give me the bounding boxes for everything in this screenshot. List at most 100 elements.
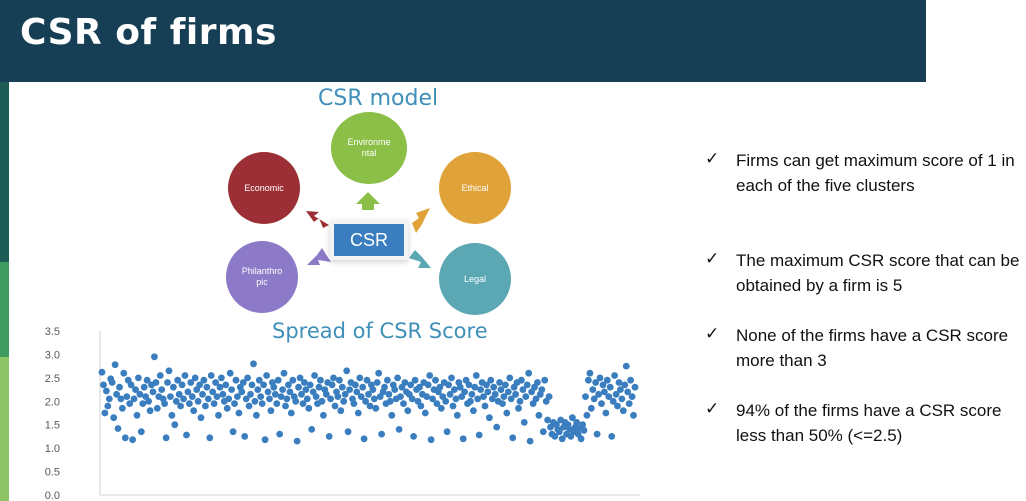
bullet-text: 94% of the firms have a CSR score less t… [736, 401, 1002, 445]
scatter-point [520, 419, 528, 426]
scatter-point [598, 400, 605, 407]
chart-title: Spread of CSR Score [272, 319, 488, 343]
scatter-point [219, 390, 227, 398]
scatter-point [544, 416, 551, 424]
scatter-point [171, 421, 179, 429]
scatter-point [608, 433, 616, 440]
scatter-point [446, 390, 454, 398]
scatter-point [356, 374, 364, 382]
scatter-point [235, 409, 243, 417]
scatter-point [177, 402, 185, 410]
scatter-point [373, 379, 381, 386]
scatter-point [162, 434, 170, 442]
scatter-point [311, 372, 318, 379]
scatter-point [590, 395, 598, 403]
scatter-point [445, 381, 452, 389]
scatter-point [350, 400, 358, 407]
scatter-point [577, 435, 585, 443]
scatter-point [260, 381, 267, 389]
scatter-point [539, 428, 547, 436]
scatter-point [168, 411, 176, 419]
scatter-point [589, 386, 597, 393]
scatter-point [499, 400, 506, 407]
scatter-point [624, 388, 632, 396]
scatter-point [432, 376, 439, 384]
scatter-point [456, 383, 464, 391]
scatter-point [410, 433, 417, 440]
scatter-point [127, 381, 135, 389]
scatter-point [357, 393, 365, 400]
scatter-point [100, 381, 107, 389]
scatter-point [196, 381, 204, 389]
scatter-point [475, 431, 483, 439]
scatter-point [143, 376, 151, 384]
scatter-point [238, 388, 246, 396]
scatter-point [132, 386, 139, 393]
scatter-point [437, 404, 445, 412]
cluster-philanthropic: Philanthro pic [226, 241, 298, 313]
scatter-point [451, 386, 458, 393]
scatter-point [121, 434, 129, 442]
scatter-point [582, 393, 589, 400]
scatter-point [525, 369, 533, 377]
scatter-point [395, 426, 403, 433]
scatter-point [325, 433, 333, 440]
scatter-point [270, 383, 278, 391]
scatter-point [381, 383, 388, 391]
scatter-point [218, 374, 225, 382]
scatter-point [500, 393, 508, 400]
scatter-point [298, 390, 305, 398]
scatter-point [375, 369, 383, 377]
scatter-point [119, 404, 126, 412]
scatter-point [273, 400, 281, 407]
cluster-economic: Economic [228, 152, 300, 224]
scatter-point [215, 411, 222, 419]
checkmark-icon: ✓ [705, 249, 720, 269]
bullet-item: ✓ Firms can get maximum score of 1 in ea… [705, 148, 1025, 198]
scatter-point [114, 425, 122, 432]
y-tick-label: 3.0 [45, 349, 60, 361]
scatter-point [579, 421, 586, 429]
scatter-point [628, 393, 636, 400]
scatter-point [506, 374, 514, 382]
scatter-point [213, 393, 221, 400]
scatter-point [103, 387, 110, 395]
scatter-point [551, 433, 559, 440]
cluster-ethical-label: Ethical [461, 182, 489, 193]
scatter-point [293, 437, 301, 445]
scatter-point [354, 409, 362, 417]
scatter-point [340, 397, 348, 405]
scatter-point [586, 369, 594, 377]
scatter-point [593, 430, 601, 438]
scatter-point [156, 372, 164, 379]
scatter-point [212, 379, 220, 386]
scatter-point [615, 379, 623, 386]
scatter-point [433, 400, 441, 407]
scatter-point [146, 407, 154, 415]
scatter-point [515, 404, 522, 412]
scatter-point [108, 379, 116, 386]
scatter-point [271, 390, 279, 398]
y-tick-label: 2.5 [45, 373, 60, 385]
scatter-point [105, 395, 113, 403]
scatter-point [258, 400, 266, 407]
scatter-point [385, 390, 393, 398]
bullet-item: ✓ 94% of the firms have a CSR score less… [705, 398, 1025, 448]
bullet-item: ✓ The maximum CSR score that can be obta… [705, 248, 1025, 298]
scatter-point [139, 400, 147, 407]
y-tick-label: 1.0 [45, 443, 60, 455]
scatter-point [317, 376, 324, 384]
scatter-point [279, 386, 286, 393]
scatter-point [229, 428, 237, 436]
scatter-point [612, 390, 620, 398]
scatter-point [202, 402, 209, 410]
scatter-point [178, 381, 186, 389]
scatter-point [130, 395, 138, 403]
scatter-point [285, 381, 292, 389]
scatter-point [436, 383, 444, 391]
scatter-point [397, 393, 404, 400]
scatter-point [401, 379, 409, 386]
scatter-point [595, 390, 602, 398]
scatter-point [534, 379, 541, 386]
csr-center-label: CSR [349, 229, 388, 250]
